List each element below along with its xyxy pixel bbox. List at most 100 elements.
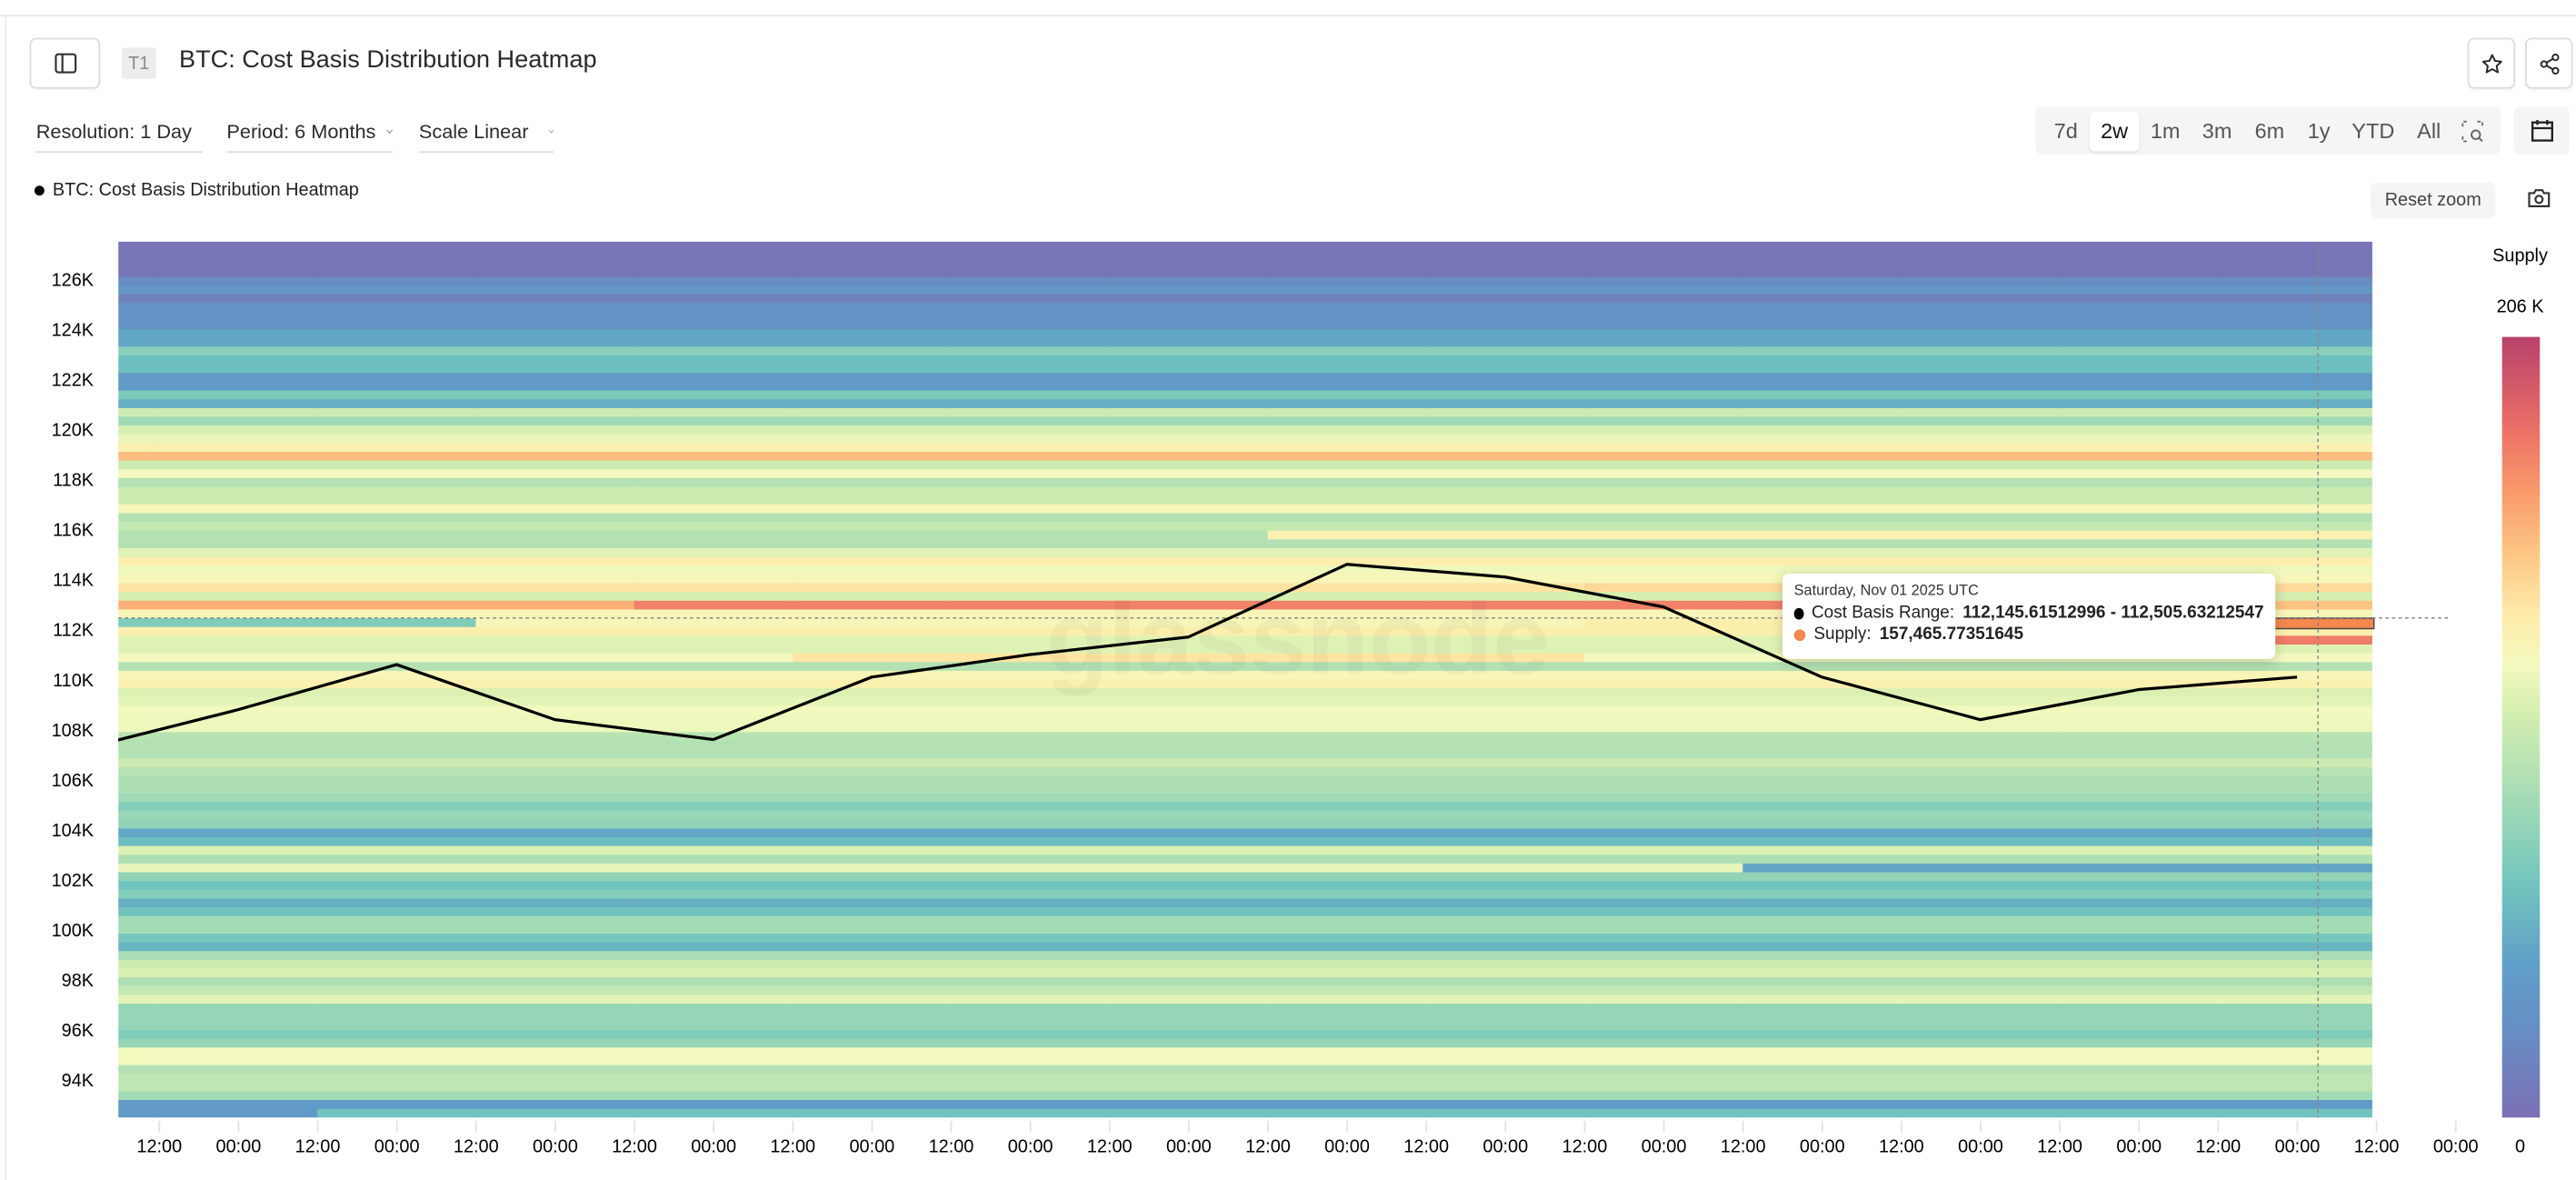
- heatmap-cell[interactable]: [2059, 1021, 2219, 1031]
- heatmap-cell[interactable]: [792, 460, 952, 470]
- heatmap-cell[interactable]: [792, 951, 952, 961]
- heatmap-cell[interactable]: [2059, 486, 2219, 496]
- heatmap-cell[interactable]: [1901, 740, 2061, 751]
- heatmap-cell[interactable]: [158, 811, 318, 821]
- heatmap-cell[interactable]: [475, 267, 635, 278]
- heatmap-cell[interactable]: [118, 294, 160, 304]
- heatmap-cell[interactable]: [1425, 574, 1585, 585]
- heatmap-cell[interactable]: [317, 732, 477, 742]
- heatmap-cell[interactable]: [317, 364, 477, 375]
- heatmap-cell[interactable]: [792, 819, 952, 830]
- heatmap-cell[interactable]: [1584, 688, 1744, 698]
- heatmap-cell[interactable]: [1901, 390, 2061, 400]
- heatmap-cell[interactable]: [475, 644, 635, 655]
- heatmap-cell[interactable]: [2059, 513, 2219, 523]
- heatmap-cell[interactable]: [1109, 915, 1269, 926]
- heatmap-cell[interactable]: [1584, 373, 1744, 383]
- heatmap-cell[interactable]: [475, 1038, 635, 1048]
- heatmap-cell[interactable]: [792, 434, 952, 445]
- heatmap-cell[interactable]: [2217, 828, 2373, 838]
- heatmap-cell[interactable]: [1267, 565, 1427, 575]
- heatmap-cell[interactable]: [792, 267, 952, 278]
- heatmap-cell[interactable]: [1425, 477, 1585, 488]
- heatmap-cell[interactable]: [1425, 600, 1585, 611]
- heatmap-cell[interactable]: [792, 828, 952, 838]
- heatmap-cell[interactable]: [158, 399, 318, 409]
- heatmap-cell[interactable]: [158, 889, 318, 900]
- heatmap-cell[interactable]: [118, 416, 160, 426]
- heatmap-cell[interactable]: [158, 320, 318, 330]
- heatmap-cell[interactable]: [158, 749, 318, 759]
- heatmap-cell[interactable]: [634, 933, 794, 944]
- heatmap-cell[interactable]: [792, 513, 952, 523]
- heatmap-cell[interactable]: [118, 968, 160, 978]
- heatmap-cell[interactable]: [118, 802, 160, 812]
- heatmap-cell[interactable]: [1901, 845, 2061, 855]
- heatmap-cell[interactable]: [317, 836, 477, 847]
- heatmap-cell[interactable]: [475, 1021, 635, 1031]
- heatmap-cell[interactable]: [1742, 898, 1902, 908]
- heatmap-cell[interactable]: [1425, 933, 1585, 944]
- heatmap-cell[interactable]: [1425, 241, 1585, 252]
- heatmap-cell[interactable]: [118, 758, 160, 768]
- heatmap-cell[interactable]: [792, 793, 952, 804]
- heatmap-cell[interactable]: [1742, 793, 1902, 804]
- heatmap-cell[interactable]: [317, 469, 477, 479]
- heatmap-cell[interactable]: [792, 889, 952, 900]
- heatmap-cell[interactable]: [1109, 925, 1269, 935]
- heatmap-cell[interactable]: [792, 469, 952, 479]
- heatmap-cell[interactable]: [118, 688, 160, 698]
- heatmap-cell[interactable]: [1584, 285, 1744, 295]
- heatmap-cell[interactable]: [2217, 355, 2373, 365]
- heatmap-cell[interactable]: [951, 775, 1111, 785]
- heatmap-cell[interactable]: [1267, 407, 1427, 418]
- heatmap-cell[interactable]: [1425, 522, 1585, 532]
- heatmap-cell[interactable]: [2217, 968, 2373, 978]
- heatmap-cell[interactable]: [317, 872, 477, 882]
- heatmap-cell[interactable]: [2059, 1100, 2219, 1110]
- heatmap-cell[interactable]: [1109, 715, 1269, 725]
- heatmap-cell[interactable]: [317, 390, 477, 400]
- heatmap-cell[interactable]: [1109, 495, 1269, 505]
- heatmap-cell[interactable]: [1109, 373, 1269, 383]
- heatmap-cell[interactable]: [951, 346, 1111, 356]
- heatmap-cell[interactable]: [951, 530, 1111, 541]
- heatmap-cell[interactable]: [951, 250, 1111, 260]
- heatmap-cell[interactable]: [1109, 477, 1269, 488]
- heatmap-cell[interactable]: [1109, 329, 1269, 339]
- heatmap-cell[interactable]: [1901, 1091, 2061, 1101]
- heatmap-cell[interactable]: [475, 977, 635, 987]
- heatmap-cell[interactable]: [792, 766, 952, 777]
- heatmap-cell[interactable]: [317, 662, 477, 672]
- heatmap-cell[interactable]: [634, 995, 794, 1005]
- heatmap-cell[interactable]: [1901, 381, 2061, 392]
- heatmap-cell[interactable]: [317, 539, 477, 549]
- heatmap-cell[interactable]: [634, 592, 794, 602]
- heatmap-cell[interactable]: [118, 583, 160, 593]
- heatmap-cell[interactable]: [1109, 1091, 1269, 1101]
- heatmap-cell[interactable]: [1425, 346, 1585, 356]
- heatmap-cell[interactable]: [1267, 530, 1427, 541]
- heatmap-cell[interactable]: [1742, 1091, 1902, 1101]
- heatmap-cell[interactable]: [475, 723, 635, 734]
- heatmap-cell[interactable]: [951, 845, 1111, 855]
- heatmap-cell[interactable]: [1109, 828, 1269, 838]
- heatmap-cell[interactable]: [1267, 311, 1427, 322]
- heatmap-cell[interactable]: [1584, 723, 1744, 734]
- heatmap-cell[interactable]: [158, 898, 318, 908]
- heatmap-cell[interactable]: [317, 452, 477, 462]
- heatmap-cell[interactable]: [951, 600, 1111, 611]
- heatmap-cell[interactable]: [1109, 346, 1269, 356]
- heatmap-cell[interactable]: [1425, 995, 1585, 1005]
- heatmap-cell[interactable]: [1742, 836, 1902, 847]
- heatmap-cell[interactable]: [2217, 1074, 2373, 1084]
- heatmap-cell[interactable]: [1425, 1021, 1585, 1031]
- heatmap-cell[interactable]: [634, 434, 794, 445]
- heatmap-cell[interactable]: [792, 872, 952, 882]
- heatmap-cell[interactable]: [2059, 399, 2219, 409]
- heatmap-cell[interactable]: [2217, 898, 2373, 908]
- heatmap-cell[interactable]: [1425, 766, 1585, 777]
- heatmap-cell[interactable]: [2217, 1004, 2373, 1014]
- heatmap-cell[interactable]: [1584, 477, 1744, 488]
- heatmap-cell[interactable]: [951, 696, 1111, 707]
